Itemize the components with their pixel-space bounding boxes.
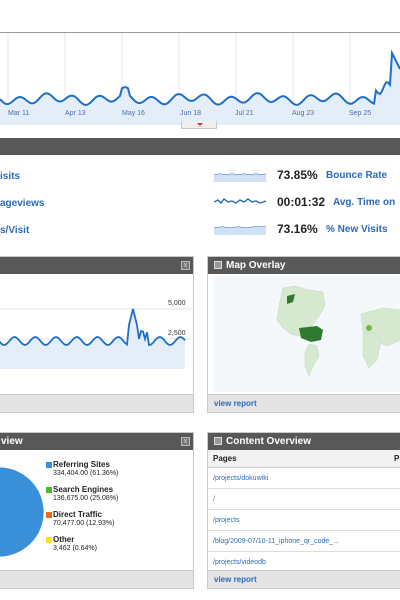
- arrow-down-icon: [197, 123, 203, 126]
- pie-slice: [0, 466, 45, 558]
- metric-pages-per-visit-link[interactable]: s/Visit: [0, 225, 30, 236]
- legend-label: Other: [53, 535, 75, 544]
- visits-area: [0, 53, 400, 125]
- legend-label: Direct Traffic: [53, 510, 102, 519]
- bounce-rate-sparkline: [214, 173, 266, 182]
- traffic-pie-chart: [0, 466, 45, 558]
- legend-value: 3,462 (0.64%): [53, 545, 97, 552]
- visits-line: [0, 49, 400, 107]
- date-range-slider-handle[interactable]: [181, 121, 217, 129]
- content-overview-title: Content Overview: [226, 436, 312, 447]
- column-header-pageviews: P: [394, 454, 400, 463]
- table-row[interactable]: /: [208, 489, 400, 510]
- x-tick-label: Sep 25: [349, 110, 372, 117]
- y-tick-label: 2,500: [168, 330, 186, 337]
- metric-pageviews-link[interactable]: ageviews: [0, 198, 45, 209]
- panel-footer: [0, 570, 193, 588]
- x-tick-label: May 16: [122, 110, 145, 117]
- legend-swatch: [46, 512, 52, 518]
- legend-value: 136,675.00 (25.08%): [53, 495, 119, 502]
- legend-label: Referring Sites: [53, 460, 110, 469]
- site-usage-header-bar: [0, 138, 400, 155]
- panel-header: [0, 257, 193, 274]
- world-map: [213, 276, 400, 392]
- metric-visits-link[interactable]: isits: [0, 171, 21, 182]
- visitors-area: [0, 309, 185, 369]
- map-country-highlight: [287, 294, 295, 304]
- x-tick-label: Jun 18: [180, 110, 202, 117]
- y-tick-label: 5,000: [168, 300, 186, 307]
- column-header-pages: Pages: [213, 454, 237, 463]
- x-tick-label: Aug 23: [292, 110, 315, 117]
- new-visits-sparkline: [214, 226, 266, 235]
- close-icon[interactable]: x: [181, 437, 190, 446]
- content-overview-panel: Content Overview Pages P /projects/dokuw…: [207, 432, 400, 589]
- avg-time-value: 00:01:32: [277, 195, 326, 209]
- visitors-mini-chart: [0, 308, 193, 369]
- traffic-sources-header: view: [0, 433, 193, 450]
- close-icon[interactable]: x: [181, 261, 190, 270]
- content-view-report-link[interactable]: view report: [208, 570, 400, 588]
- bounce-rate-link[interactable]: Bounce Rate: [326, 170, 388, 181]
- legend-swatch: [46, 537, 52, 543]
- legend-swatch: [46, 462, 52, 468]
- legend-label: Search Engines: [53, 485, 114, 494]
- table-row[interactable]: /blog/2009-07/10-11_iphone_qr_code_...: [208, 531, 400, 552]
- map-country-highlight: [299, 326, 323, 342]
- bounce-rate-value: 73.85%: [277, 168, 318, 182]
- map-country-highlight: [366, 325, 372, 331]
- legend-value: 334,404.00 (61.36%): [53, 470, 119, 477]
- traffic-sources-panel: view x Referring Sites 334,404.00 (61.36…: [0, 432, 194, 589]
- x-tick-label: Jul 21: [235, 110, 254, 117]
- map-overlay-header: Map Overlay: [208, 257, 400, 274]
- avg-time-link[interactable]: Avg. Time on: [333, 197, 396, 208]
- pin-icon[interactable]: [214, 437, 222, 445]
- new-visits-value: 73.16%: [277, 222, 318, 236]
- traffic-sources-title: view: [1, 436, 23, 447]
- visitors-line: [0, 308, 186, 347]
- content-overview-header: Content Overview: [208, 433, 400, 450]
- table-row[interactable]: /projects: [208, 510, 400, 531]
- map-overlay-title: Map Overlay: [226, 260, 286, 271]
- legend-swatch: [46, 487, 52, 493]
- x-tick-label: Mar 11: [8, 110, 30, 117]
- map-overlay-panel: Map Overlay view report: [207, 256, 400, 413]
- visitors-overview-panel: x 5,000 2,500: [0, 256, 194, 413]
- pin-icon[interactable]: [214, 261, 222, 269]
- x-tick-label: Apr 13: [65, 110, 86, 117]
- panel-footer: [0, 394, 193, 412]
- table-header: Pages P: [208, 450, 400, 468]
- avg-time-sparkline: [214, 198, 266, 205]
- table-row[interactable]: /projects/dokuwiki: [208, 468, 400, 489]
- legend-value: 70,477.00 (12.93%): [53, 520, 115, 527]
- visits-line-chart: [0, 33, 400, 125]
- visits-over-time-chart[interactable]: [0, 32, 400, 125]
- map-view-report-link[interactable]: view report: [208, 394, 400, 412]
- new-visits-link[interactable]: % New Visits: [326, 224, 388, 235]
